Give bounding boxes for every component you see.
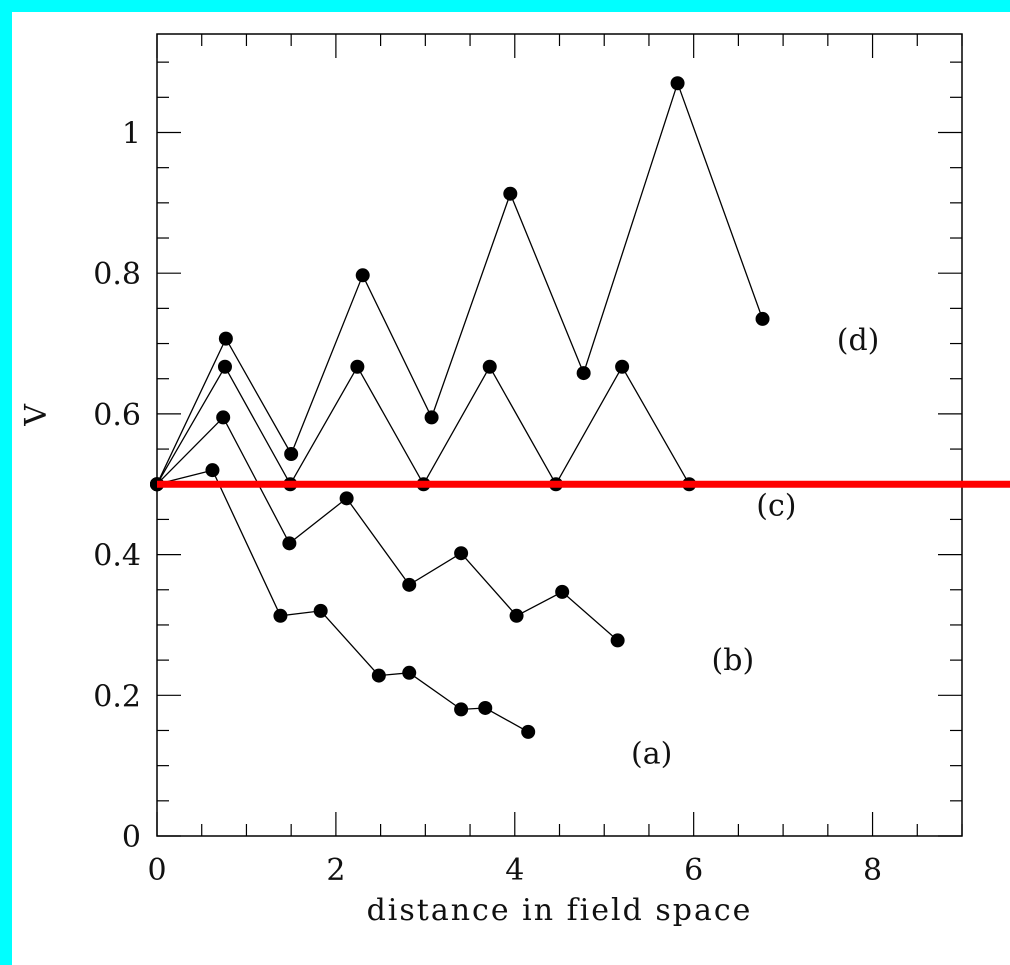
data-point	[205, 463, 220, 478]
data-point	[503, 186, 518, 201]
x-tick-label: 2	[326, 853, 345, 888]
series-line	[156, 365, 690, 486]
y-tick-label: 0.4	[93, 539, 141, 574]
data-point	[217, 359, 232, 374]
y-tick-label: 0.6	[93, 398, 141, 433]
y-tick-label: 1	[122, 116, 141, 151]
x-tick-label: 6	[684, 853, 703, 888]
data-point	[339, 491, 354, 506]
y-tick-label: 0	[122, 820, 141, 855]
data-point	[218, 331, 233, 346]
series-c	[150, 359, 697, 492]
series-label: (c)	[756, 488, 796, 523]
series-a	[150, 463, 536, 739]
data-point	[521, 724, 536, 739]
x-axis-title: distance in field space	[367, 893, 753, 928]
data-point	[555, 584, 570, 599]
data-point	[482, 359, 497, 374]
data-point	[350, 359, 365, 374]
series-label: (a)	[631, 737, 672, 772]
series-line	[156, 469, 529, 733]
data-point	[284, 446, 299, 461]
line-chart: 0 2 4 6 8 0 0.2 0.4 0.6 0.8 1 (a) (b) (c) (d) distance…	[19, 33, 1010, 928]
data-point	[576, 366, 591, 381]
data-point	[615, 359, 630, 374]
series-b	[150, 410, 625, 648]
data-point	[216, 410, 231, 425]
series-label: (b)	[712, 643, 755, 678]
data-point	[478, 700, 493, 715]
y-axis-title: V	[19, 402, 54, 427]
data-point	[282, 536, 297, 551]
data-point	[610, 633, 625, 648]
x-tick-label: 8	[863, 853, 882, 888]
y-tick-label: 0.2	[93, 679, 141, 714]
series-label: (d)	[837, 323, 880, 358]
x-tick-label: 0	[147, 853, 166, 888]
data-point	[402, 577, 417, 592]
data-point	[454, 702, 469, 717]
data-point	[424, 410, 439, 425]
data-point	[273, 608, 288, 623]
data-point	[670, 76, 685, 91]
data-point	[454, 546, 469, 561]
data-point	[755, 311, 770, 326]
chart-frame: 0 2 4 6 8 0 0.2 0.4 0.6 0.8 1 (a) (b) (c) (d) distance…	[12, 12, 1010, 965]
data-point	[371, 668, 386, 683]
data-point	[313, 603, 328, 618]
series-line	[156, 416, 619, 641]
series-line	[156, 81, 764, 485]
plot-area-border	[156, 33, 963, 837]
data-point	[402, 665, 417, 680]
y-tick-label: 0.8	[93, 257, 141, 292]
data-point	[355, 268, 370, 283]
data-point	[509, 608, 524, 623]
series-d	[150, 76, 770, 492]
x-tick-label: 4	[505, 853, 524, 888]
